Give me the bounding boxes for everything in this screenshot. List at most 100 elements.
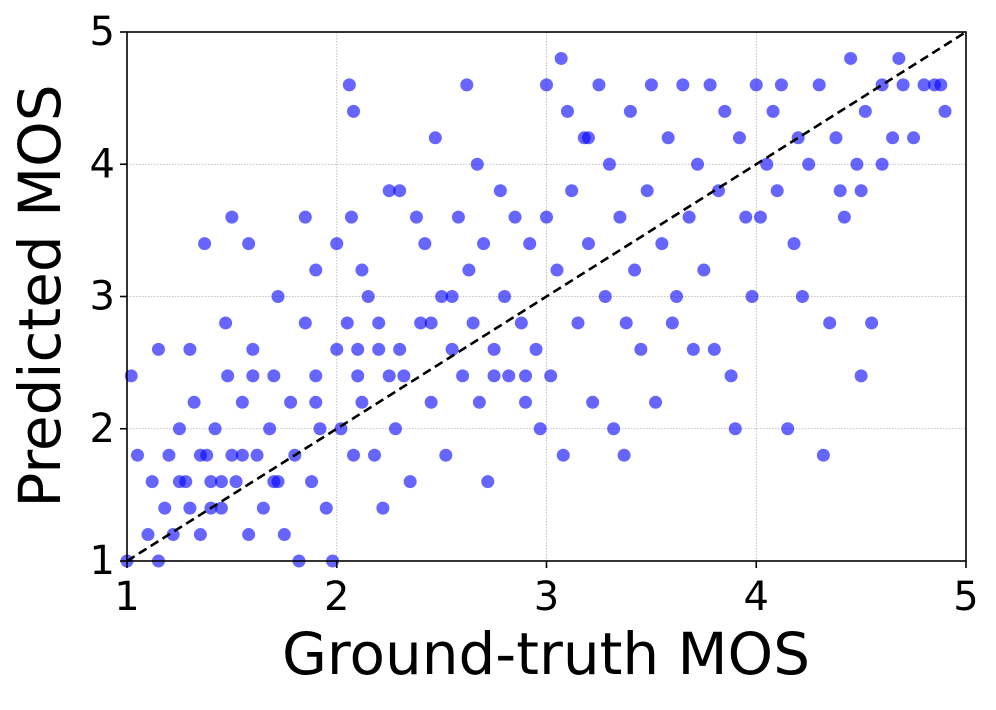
- point: [344, 210, 358, 224]
- point: [732, 131, 746, 145]
- point: [781, 422, 795, 436]
- point: [739, 210, 753, 224]
- point: [183, 501, 197, 515]
- point: [409, 210, 423, 224]
- point: [649, 395, 663, 409]
- points: [120, 51, 952, 568]
- point: [298, 316, 312, 330]
- point: [617, 448, 631, 462]
- point: [749, 78, 763, 92]
- point: [556, 448, 570, 462]
- point: [460, 78, 474, 92]
- point: [529, 342, 543, 356]
- point: [917, 78, 931, 92]
- point: [844, 51, 858, 65]
- point: [508, 210, 522, 224]
- point: [428, 131, 442, 145]
- point: [418, 237, 432, 251]
- point: [676, 78, 690, 92]
- point: [571, 316, 585, 330]
- point: [368, 448, 382, 462]
- point: [670, 290, 684, 303]
- point: [487, 342, 501, 356]
- point: [766, 104, 780, 118]
- point: [760, 157, 774, 171]
- point: [424, 395, 438, 409]
- point: [472, 395, 486, 409]
- point: [376, 501, 390, 515]
- point: [388, 422, 402, 436]
- point: [355, 263, 369, 277]
- point: [246, 369, 260, 383]
- point: [854, 184, 868, 198]
- point: [229, 475, 243, 489]
- point: [309, 395, 323, 409]
- point: [854, 369, 868, 383]
- point: [519, 395, 533, 409]
- point: [445, 290, 459, 303]
- point: [372, 316, 386, 330]
- point: [661, 131, 675, 145]
- point: [770, 184, 784, 198]
- y-tick-label: 2: [90, 406, 115, 452]
- point: [271, 290, 285, 303]
- point: [623, 104, 637, 118]
- point: [382, 369, 396, 383]
- point: [225, 448, 239, 462]
- x-tick-label: 5: [953, 574, 978, 620]
- point: [456, 369, 470, 383]
- point: [319, 501, 333, 515]
- point: [414, 316, 428, 330]
- point: [502, 369, 516, 383]
- point: [634, 342, 648, 356]
- point: [858, 104, 872, 118]
- point: [355, 395, 369, 409]
- point: [158, 501, 172, 515]
- y-axis-label: Predicted MOS: [6, 84, 74, 507]
- point: [619, 316, 633, 330]
- point: [592, 78, 606, 92]
- point: [533, 422, 547, 436]
- point: [172, 475, 186, 489]
- point: [514, 316, 528, 330]
- point: [581, 131, 595, 145]
- point: [697, 263, 711, 277]
- point: [823, 316, 837, 330]
- point: [256, 501, 270, 515]
- point: [313, 422, 327, 436]
- point: [445, 342, 459, 356]
- point: [554, 51, 568, 65]
- x-axis-label: Ground-truth MOS: [282, 620, 810, 688]
- point: [298, 210, 312, 224]
- point: [403, 475, 417, 489]
- point: [393, 184, 407, 198]
- point: [330, 237, 344, 251]
- point: [519, 369, 533, 383]
- point: [277, 528, 291, 542]
- point: [896, 78, 910, 92]
- point: [907, 131, 921, 145]
- point: [242, 237, 256, 251]
- point: [462, 263, 476, 277]
- point: [598, 290, 612, 303]
- point: [487, 369, 501, 383]
- point: [172, 422, 186, 436]
- point: [214, 501, 228, 515]
- point: [787, 237, 801, 251]
- point: [309, 369, 323, 383]
- point: [347, 448, 361, 462]
- y-tick-label: 3: [90, 274, 115, 320]
- point: [372, 342, 386, 356]
- point: [833, 184, 847, 198]
- x-tick-label: 1: [114, 574, 139, 620]
- point: [795, 290, 809, 303]
- point: [183, 342, 197, 356]
- point: [305, 475, 319, 489]
- point: [151, 342, 165, 356]
- y-tick-label: 4: [90, 141, 115, 187]
- point: [193, 448, 207, 462]
- point: [691, 157, 705, 171]
- point: [130, 448, 144, 462]
- point: [565, 184, 579, 198]
